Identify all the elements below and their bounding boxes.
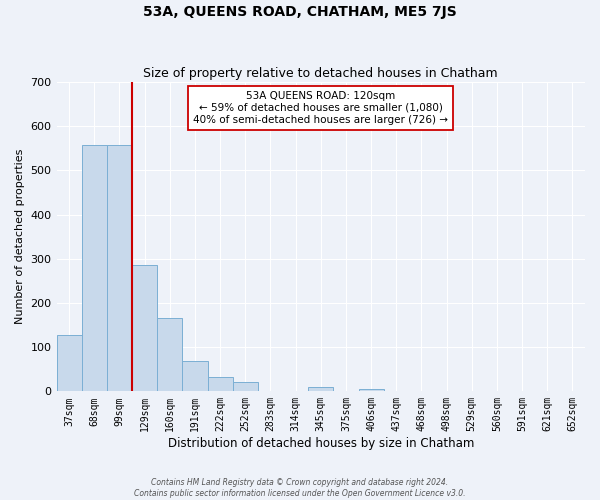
Bar [308,387,334,392]
Bar [132,266,157,392]
Title: Size of property relative to detached houses in Chatham: Size of property relative to detached ho… [143,66,498,80]
Bar [56,335,82,392]
Text: 53A, QUEENS ROAD, CHATHAM, ME5 7JS: 53A, QUEENS ROAD, CHATHAM, ME5 7JS [143,5,457,19]
Bar [157,318,182,392]
Text: 53A QUEENS ROAD: 120sqm
← 59% of detached houses are smaller (1,080)
40% of semi: 53A QUEENS ROAD: 120sqm ← 59% of detache… [193,92,448,124]
Bar [107,145,132,392]
Bar [208,377,233,392]
Y-axis label: Number of detached properties: Number of detached properties [15,149,25,324]
X-axis label: Distribution of detached houses by size in Chatham: Distribution of detached houses by size … [167,437,474,450]
Bar [233,382,258,392]
Bar [182,362,208,392]
Text: Contains HM Land Registry data © Crown copyright and database right 2024.
Contai: Contains HM Land Registry data © Crown c… [134,478,466,498]
Bar [359,389,383,392]
Bar [82,145,107,392]
